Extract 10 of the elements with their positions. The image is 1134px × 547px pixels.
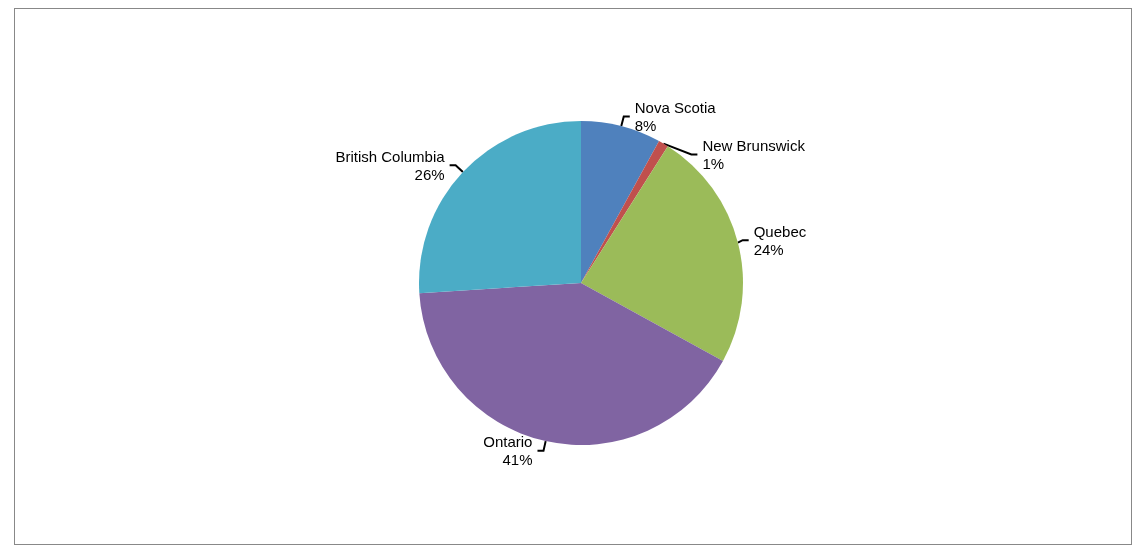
data-label: 24%	[753, 240, 784, 258]
slice-label: Nova Scotia	[634, 98, 717, 116]
slice-label: Quebec	[753, 222, 807, 240]
slice-label: British Columbia	[335, 147, 446, 165]
data-label: 1%	[702, 154, 725, 172]
data-label: 41%	[502, 451, 533, 469]
data-label: 26%	[414, 165, 445, 183]
slice-label: New Brunswick	[702, 136, 806, 154]
data-label: 8%	[634, 116, 657, 134]
slice-label: Ontario	[483, 433, 533, 451]
